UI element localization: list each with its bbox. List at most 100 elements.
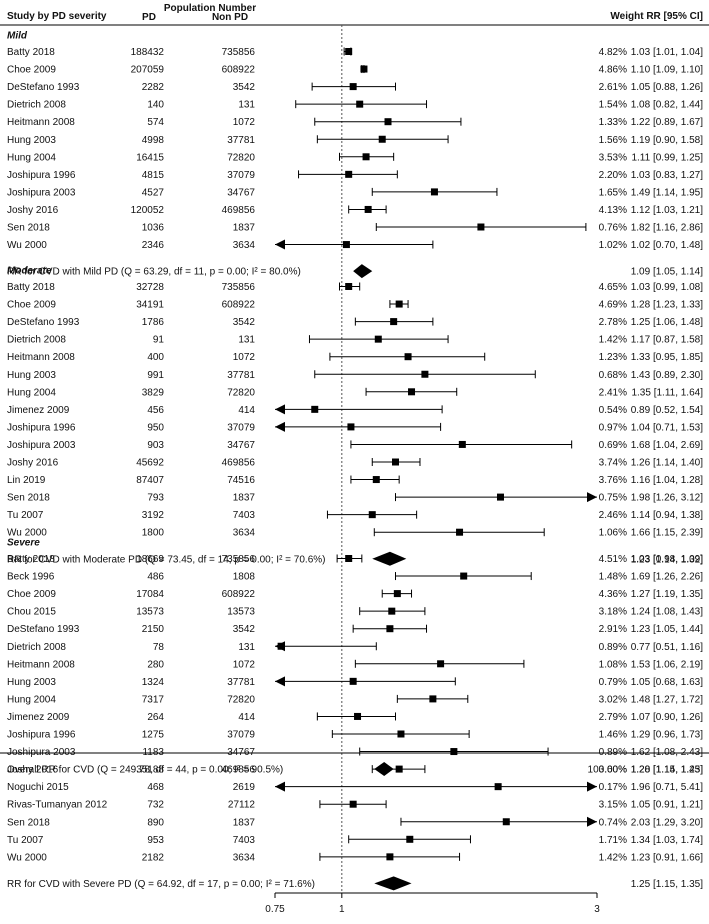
pd-count: 3829 [142, 387, 165, 398]
pd-count: 1275 [142, 730, 165, 741]
study-rr-ci: 1.07 [0.90, 1.26] [631, 712, 704, 723]
non-pd-count: 414 [238, 712, 255, 723]
non-pd-count: 608922 [222, 65, 256, 76]
non-pd-count: 37079 [227, 730, 255, 741]
non-pd-count: 7403 [233, 835, 256, 846]
ci-right-arrow [587, 816, 597, 827]
pd-count: 903 [147, 440, 164, 451]
study-name: DeStefano 1993 [7, 624, 80, 635]
study-weight: 1.33% [599, 117, 627, 128]
study-weight: 3.74% [599, 458, 627, 469]
study-rr-ci: 1.10 [1.09, 1.10] [631, 65, 704, 76]
pd-count: 16415 [136, 152, 164, 163]
study-rr-ci: 1.27 [1.19, 1.35] [631, 589, 704, 600]
non-pd-count: 1837 [233, 223, 256, 234]
study-weight: 0.68% [599, 370, 627, 381]
non-pd-count: 1837 [233, 493, 256, 504]
study-weight: 4.86% [599, 65, 627, 76]
study-rr-ci: 1.29 [0.96, 1.73] [631, 730, 704, 741]
study-name: Joshy 2016 [7, 458, 59, 469]
study-name: Joshipura 1996 [7, 422, 76, 433]
pd-count: 45692 [136, 458, 164, 469]
study-name: Hung 2003 [7, 370, 56, 381]
point-estimate [347, 423, 355, 431]
point-estimate [406, 835, 414, 843]
non-pd-count: 37781 [227, 370, 255, 381]
pd-count: 1324 [142, 677, 165, 688]
non-pd-count: 131 [238, 100, 255, 111]
group-title-severe: Severe [7, 538, 40, 549]
non-pd-count: 74516 [227, 475, 255, 486]
study-name: Joshy 2016 [7, 765, 59, 776]
point-estimate [458, 440, 466, 448]
study-weight: 1.23% [599, 352, 627, 363]
non-pd-count: 72820 [227, 387, 255, 398]
study-weight: 3.18% [599, 607, 627, 618]
point-estimate [311, 405, 319, 413]
non-pd-count: 13573 [227, 607, 255, 618]
pd-count: 34191 [136, 300, 164, 311]
study-name: Noguchi 2015 [7, 782, 69, 793]
study-weight: 1.46% [599, 730, 627, 741]
non-pd-count: 469856 [222, 765, 256, 776]
study-rr-ci: 1.34 [1.03, 1.74] [631, 835, 704, 846]
x-tick-label: 3 [594, 904, 600, 915]
non-pd-count: 34767 [227, 187, 255, 198]
point-estimate [386, 853, 394, 861]
pd-count: 91 [153, 335, 165, 346]
non-pd-count: 131 [238, 642, 255, 653]
study-weight: 3.53% [599, 152, 627, 163]
group-summary-label: RR for CVD with Severe PD (Q = 64.92, df… [7, 879, 315, 890]
study-weight: 1.65% [599, 187, 627, 198]
study-weight: 1.42% [599, 852, 627, 863]
study-rr-ci: 1.12 [1.03, 1.21] [631, 205, 704, 216]
study-rr-ci: 1.05 [0.91, 1.21] [631, 800, 704, 811]
pd-count: 793 [147, 493, 164, 504]
pd-count: 1800 [142, 528, 165, 539]
study-rr-ci: 1.28 [1.14, 1.43] [631, 765, 704, 776]
point-estimate [384, 118, 392, 126]
non-pd-count: 3542 [233, 624, 256, 635]
study-rr-ci: 1.08 [0.82, 1.44] [631, 100, 704, 111]
study-name: Chou 2015 [7, 607, 56, 618]
non-pd-count: 1072 [233, 117, 256, 128]
point-estimate [349, 800, 357, 808]
non-pd-count: 735856 [222, 282, 256, 293]
study-rr-ci: 1.11 [0.99, 1.25] [631, 152, 703, 163]
pd-count: 4815 [142, 170, 165, 181]
study-rr-ci: 1.16 [1.04, 1.28] [631, 475, 704, 486]
pd-count: 2182 [142, 852, 165, 863]
study-weight: 1.06% [599, 528, 627, 539]
non-pd-count: 1808 [233, 572, 256, 583]
study-name: Lin 2019 [7, 475, 46, 486]
study-weight: 1.56% [599, 135, 627, 146]
study-rr-ci: 1.33 [0.95, 1.85] [631, 352, 704, 363]
pd-count: 2150 [142, 624, 165, 635]
study-rr-ci: 0.89 [0.52, 1.54] [631, 405, 704, 416]
study-name: Choe 2009 [7, 65, 56, 76]
study-name: Heitmann 2008 [7, 117, 75, 128]
point-estimate [345, 283, 353, 290]
pd-count: 953 [147, 835, 164, 846]
study-rr-ci: 1.98 [1.26, 3.12] [631, 493, 704, 504]
study-name: Sen 2018 [7, 817, 50, 828]
study-rr-ci: 1.19 [0.90, 1.58] [631, 135, 704, 146]
study-weight: 1.71% [599, 835, 627, 846]
study-weight: 1.54% [599, 100, 627, 111]
ci-left-arrow [275, 404, 285, 415]
pd-count: 950 [147, 422, 164, 433]
point-estimate [393, 590, 401, 598]
study-name: Hung 2004 [7, 387, 56, 398]
overall-summary-diamond [374, 762, 394, 776]
study-weight: 2.61% [599, 82, 627, 93]
study-rr-ci: 1.24 [1.08, 1.43] [631, 607, 704, 618]
pd-count: 264 [147, 712, 164, 723]
point-estimate [395, 765, 403, 773]
pd-count: 120052 [131, 205, 165, 216]
study-name: Beck 1996 [7, 572, 55, 583]
non-pd-count: 3634 [233, 240, 256, 251]
study-name: Hung 2003 [7, 677, 56, 688]
group-summary-diamond [374, 876, 412, 891]
study-weight: 4.13% [599, 205, 627, 216]
